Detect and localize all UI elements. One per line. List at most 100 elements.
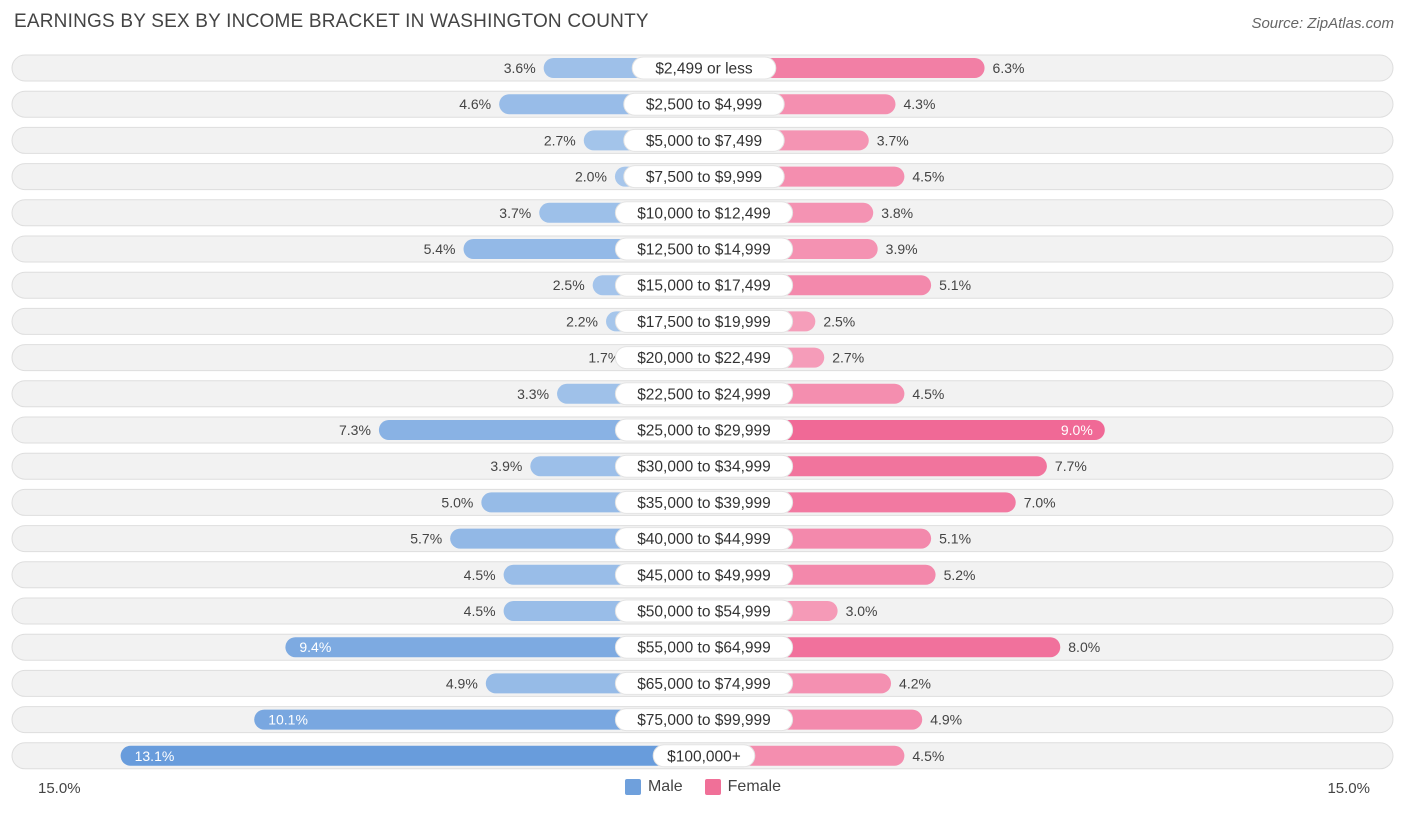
bar-row: 3.3% 4.5% $22,500 to $24,999 (11, 380, 1394, 408)
bar-row: 2.0% 4.5% $7,500 to $9,999 (11, 163, 1394, 191)
bar-row: 2.2% 2.5% $17,500 to $19,999 (11, 307, 1394, 335)
female-value-label: 3.0% (846, 603, 878, 619)
category-label: $12,500 to $14,999 (637, 242, 771, 259)
category-pill (614, 599, 794, 623)
legend-label-male: Male (647, 778, 683, 795)
female-value-label: 9.0% (1061, 422, 1093, 438)
category-pill (614, 346, 794, 370)
female-value-label: 4.2% (899, 675, 931, 691)
chart-title: EARNINGS BY SEX BY INCOME BRACKET IN WAS… (14, 11, 649, 32)
male-value-label: 4.9% (446, 675, 478, 691)
category-pill (623, 165, 785, 189)
category-pill (623, 128, 785, 152)
axis-right-label: 15.0% (1327, 780, 1370, 797)
female-bar[interactable] (704, 420, 1105, 440)
female-value-label: 4.5% (912, 169, 944, 185)
category-label: $35,000 to $39,999 (637, 495, 771, 512)
category-pill (614, 309, 794, 333)
female-value-label: 5.2% (944, 567, 976, 583)
female-value-label: 4.5% (912, 386, 944, 402)
female-value-label: 3.8% (881, 205, 913, 221)
category-label: $65,000 to $74,999 (637, 676, 771, 693)
category-label: $25,000 to $29,999 (637, 423, 771, 440)
bar-row: 2.7% 3.7% $5,000 to $7,499 (11, 126, 1394, 154)
male-value-label: 4.5% (464, 603, 496, 619)
category-label: $75,000 to $99,999 (637, 712, 771, 729)
male-value-label: 5.0% (441, 494, 473, 510)
category-pill (614, 563, 794, 587)
category-pill (614, 708, 794, 732)
male-value-label: 3.6% (504, 60, 536, 76)
bar-row: 7.3% 9.0% $25,000 to $29,999 (11, 416, 1394, 444)
category-label: $30,000 to $34,999 (637, 459, 771, 476)
category-label: $100,000+ (667, 748, 741, 765)
male-value-label: 5.7% (410, 531, 442, 547)
category-pill (614, 273, 794, 297)
male-value-label: 2.0% (575, 169, 607, 185)
female-value-label: 2.7% (832, 350, 864, 366)
bar-row: 3.9% 7.7% $30,000 to $34,999 (11, 452, 1394, 480)
category-label: $22,500 to $24,999 (637, 386, 771, 403)
category-label: $45,000 to $49,999 (637, 567, 771, 584)
bar-row: 13.1% 4.5% $100,000+ (11, 742, 1394, 770)
female-bar[interactable] (704, 637, 1061, 658)
category-pill (614, 454, 794, 478)
female-value-label: 7.0% (1024, 494, 1056, 510)
category-pill (623, 92, 785, 116)
female-value-label: 3.9% (886, 241, 918, 257)
category-label: $20,000 to $22,499 (637, 350, 771, 367)
category-pill (631, 56, 777, 80)
bar-row: 2.5% 5.1% $15,000 to $17,499 (11, 271, 1394, 299)
male-value-label: 2.2% (566, 313, 598, 329)
bar-row: 3.7% 3.8% $10,000 to $12,499 (11, 199, 1394, 227)
male-bar[interactable] (285, 637, 704, 658)
male-value-label: 7.3% (339, 422, 371, 438)
category-pill (614, 418, 794, 442)
bar-row: 4.5% 3.0% $50,000 to $54,999 (11, 597, 1394, 625)
legend-swatch-female (704, 779, 721, 795)
category-pill (614, 490, 794, 514)
male-bar[interactable] (254, 709, 705, 730)
bar-row: 1.7% 2.7% $20,000 to $22,499 (11, 344, 1394, 372)
category-label: $40,000 to $44,999 (637, 531, 771, 548)
category-label: $10,000 to $12,499 (637, 205, 771, 222)
female-value-label: 4.5% (912, 748, 944, 764)
bar-row: 3.6% 6.3% $2,499 or less (11, 54, 1394, 82)
category-label: $50,000 to $54,999 (637, 604, 771, 621)
category-label: $15,000 to $17,499 (637, 278, 771, 295)
category-pill (614, 201, 794, 225)
female-value-label: 8.0% (1068, 639, 1100, 655)
category-label: $17,500 to $19,999 (637, 314, 771, 331)
category-label: $2,500 to $4,999 (646, 97, 762, 114)
female-value-label: 4.9% (930, 712, 962, 728)
category-pill (614, 527, 794, 551)
male-bar[interactable] (120, 745, 704, 766)
category-label: $2,499 or less (655, 61, 753, 78)
legend-item-male[interactable]: Male (624, 778, 683, 796)
male-value-label: 2.7% (544, 132, 576, 148)
male-value-label: 5.4% (424, 241, 456, 257)
female-value-label: 5.1% (939, 277, 971, 293)
male-value-label: 3.7% (499, 205, 531, 221)
female-value-label: 7.7% (1055, 458, 1087, 474)
bar-row: 10.1% 4.9% $75,000 to $99,999 (11, 706, 1394, 734)
legend-swatch-male (624, 779, 641, 795)
category-label: $7,500 to $9,999 (646, 169, 762, 186)
bar-row: 5.4% 3.9% $12,500 to $14,999 (11, 235, 1394, 263)
category-label: $5,000 to $7,499 (646, 133, 762, 150)
male-value-label: 10.1% (268, 712, 308, 728)
male-value-label: 13.1% (135, 748, 175, 764)
category-pill (614, 671, 794, 695)
bar-row: 4.5% 5.2% $45,000 to $49,999 (11, 561, 1394, 589)
axis-left-label: 15.0% (38, 780, 81, 797)
female-value-label: 6.3% (993, 60, 1025, 76)
category-label: $55,000 to $64,999 (637, 640, 771, 657)
legend-item-female[interactable]: Female (704, 778, 782, 796)
category-pill (614, 635, 794, 659)
legend-label-female: Female (727, 778, 782, 795)
male-value-label: 2.5% (553, 277, 585, 293)
male-value-label: 1.7% (588, 350, 620, 366)
male-value-label: 3.3% (517, 386, 549, 402)
male-value-label: 4.6% (459, 96, 491, 112)
